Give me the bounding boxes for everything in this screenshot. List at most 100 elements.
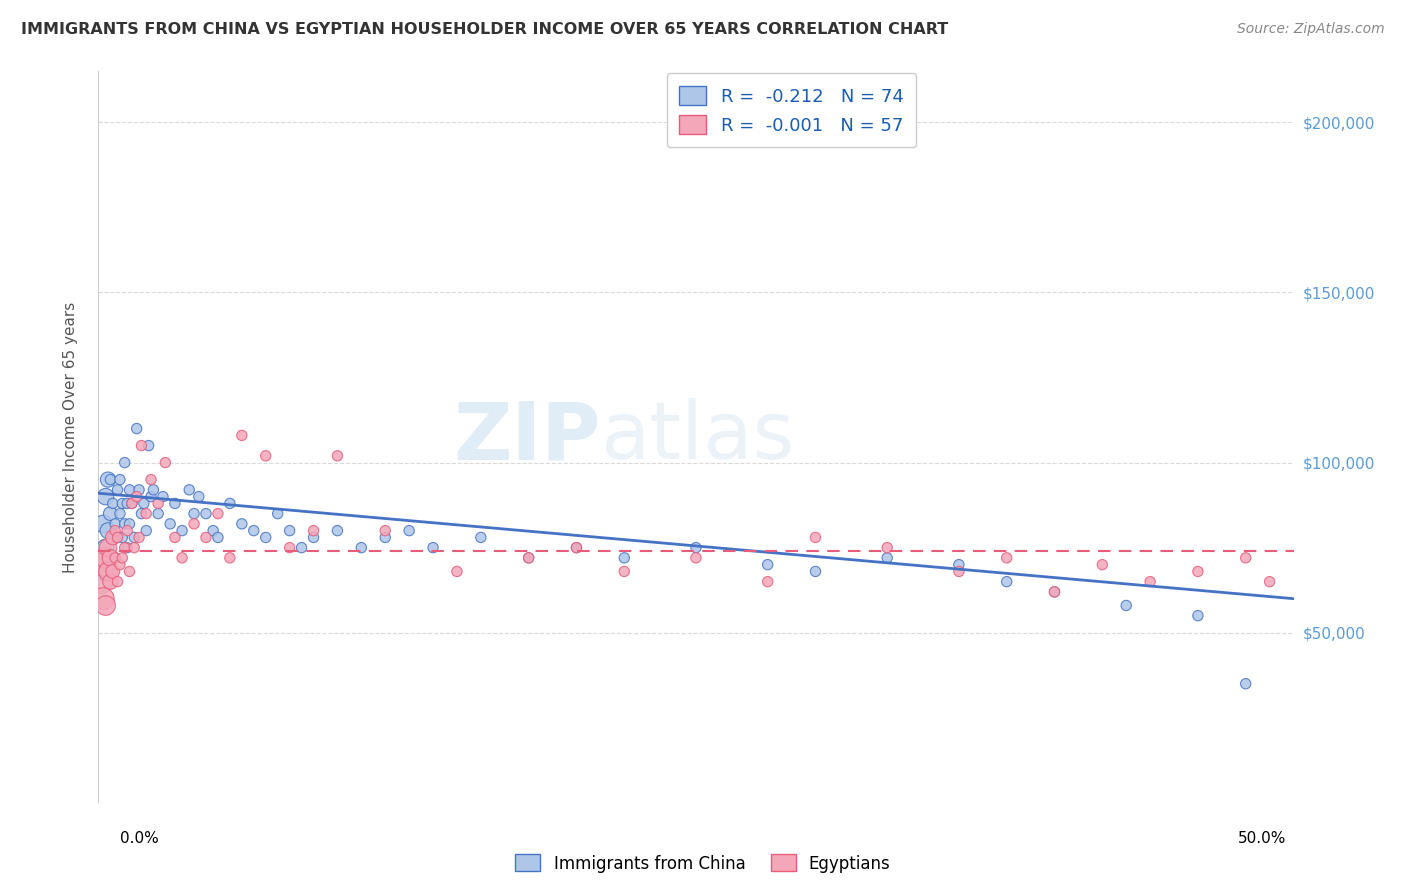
Point: [115, 541, 138, 555]
Point: [114, 516, 136, 531]
Point: [163, 496, 186, 510]
Point: [115, 496, 138, 510]
Point: [114, 541, 136, 555]
Point: [685, 541, 707, 555]
Point: [326, 449, 349, 463]
Point: [1043, 585, 1066, 599]
Point: [254, 531, 277, 545]
Point: [422, 541, 444, 555]
Point: [104, 524, 127, 538]
Point: [138, 439, 160, 453]
Point: [613, 565, 636, 579]
Point: [163, 531, 186, 545]
Point: [107, 531, 129, 545]
Point: [142, 483, 165, 497]
Point: [111, 531, 134, 545]
Point: [107, 531, 129, 545]
Point: [1043, 585, 1066, 599]
Point: [98, 473, 122, 487]
Point: [91, 558, 114, 572]
Point: [517, 550, 540, 565]
Point: [446, 565, 468, 579]
Text: atlas: atlas: [600, 398, 794, 476]
Point: [195, 507, 218, 521]
Point: [948, 565, 970, 579]
Point: [1187, 608, 1209, 623]
Legend: Immigrants from China, Egyptians: Immigrants from China, Egyptians: [509, 847, 897, 880]
Point: [101, 565, 124, 579]
Point: [97, 473, 120, 487]
Point: [135, 524, 157, 538]
Point: [172, 524, 194, 538]
Point: [1258, 574, 1281, 589]
Point: [172, 550, 194, 565]
Point: [326, 524, 349, 538]
Point: [90, 550, 112, 565]
Point: [219, 496, 242, 510]
Point: [124, 531, 146, 545]
Point: [115, 524, 138, 538]
Point: [1234, 677, 1257, 691]
Point: [613, 550, 636, 565]
Point: [155, 456, 177, 470]
Point: [231, 516, 253, 531]
Point: [101, 531, 124, 545]
Point: [98, 550, 122, 565]
Point: [1115, 599, 1137, 613]
Point: [131, 439, 153, 453]
Point: [179, 483, 201, 497]
Point: [202, 524, 225, 538]
Point: [207, 507, 229, 521]
Point: [278, 524, 301, 538]
Point: [128, 483, 150, 497]
Point: [98, 507, 122, 521]
Text: 0.0%: 0.0%: [120, 831, 159, 846]
Point: [995, 550, 1018, 565]
Text: ZIP: ZIP: [453, 398, 600, 476]
Point: [685, 550, 707, 565]
Point: [183, 507, 205, 521]
Point: [98, 550, 122, 565]
Point: [94, 599, 117, 613]
Point: [97, 541, 120, 555]
Point: [139, 490, 162, 504]
Point: [159, 516, 181, 531]
Point: [118, 516, 141, 531]
Point: [104, 516, 127, 531]
Point: [128, 531, 150, 545]
Point: [350, 541, 373, 555]
Point: [98, 574, 122, 589]
Y-axis label: Householder Income Over 65 years: Householder Income Over 65 years: [63, 301, 77, 573]
Point: [94, 490, 117, 504]
Point: [1091, 558, 1114, 572]
Point: [231, 428, 253, 442]
Point: [148, 496, 170, 510]
Point: [565, 541, 588, 555]
Point: [195, 531, 218, 545]
Point: [104, 550, 127, 565]
Point: [124, 541, 146, 555]
Point: [91, 565, 114, 579]
Point: [517, 550, 540, 565]
Point: [111, 496, 134, 510]
Point: [398, 524, 420, 538]
Point: [131, 507, 153, 521]
Point: [948, 558, 970, 572]
Point: [121, 496, 143, 510]
Point: [152, 490, 174, 504]
Point: [148, 507, 170, 521]
Point: [374, 531, 396, 545]
Point: [1187, 565, 1209, 579]
Point: [254, 449, 277, 463]
Point: [565, 541, 588, 555]
Point: [219, 550, 242, 565]
Point: [108, 558, 131, 572]
Point: [135, 507, 157, 521]
Point: [243, 524, 266, 538]
Point: [139, 473, 162, 487]
Legend: R =  -0.212   N = 74, R =  -0.001   N = 57: R = -0.212 N = 74, R = -0.001 N = 57: [666, 73, 917, 147]
Point: [1139, 574, 1161, 589]
Point: [302, 524, 325, 538]
Point: [94, 541, 117, 555]
Point: [108, 473, 131, 487]
